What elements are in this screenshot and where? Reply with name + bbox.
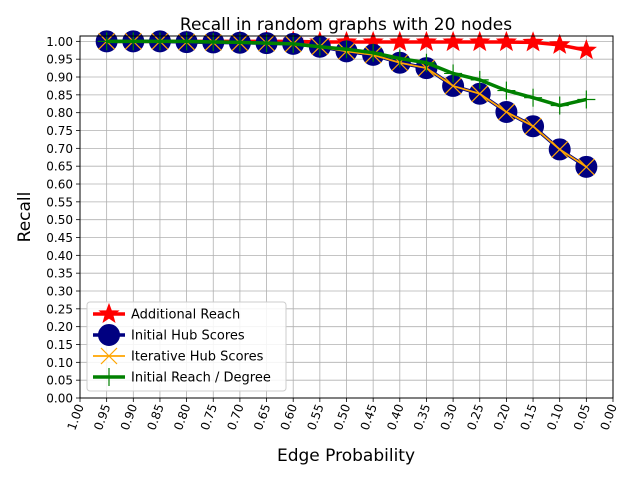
data-point-initial-reach-degree [524,88,543,107]
chart-title: Recall in random graphs with 20 nodes [180,15,512,35]
y-tick-label: 0.30 [46,285,73,299]
y-tick-label: 0.00 [46,392,73,406]
data-point-initial-reach-degree [124,32,143,51]
y-tick-label: 0.75 [46,124,73,138]
legend-label: Initial Hub Scores [131,329,245,344]
legend-entry-additional-reach: Additional Reach [93,302,240,324]
legend-label: Iterative Hub Scores [131,350,264,365]
data-point-additional-reach [442,30,464,52]
data-point-initial-reach-degree [284,34,303,53]
y-axis-label: Recall [15,192,35,243]
series-initial-reach-degree [97,32,596,115]
y-tick-label: 1.00 [46,35,73,49]
x-axis-label: Edge Probability [277,446,415,466]
y-tick-label: 0.70 [46,142,73,156]
data-point-initial-reach-degree [550,96,569,115]
legend: Additional Reach Initial Hub Scores Iterat… [86,301,287,392]
data-point-additional-reach [549,33,571,54]
data-point-additional-reach [575,39,597,60]
y-tick-label: 0.50 [46,213,73,227]
data-point-iterative-hub-scores [444,77,462,95]
legend-box [86,301,287,392]
data-point-initial-reach-degree [310,37,329,56]
x-marker-stroke [100,347,118,365]
data-point-initial-reach-degree [497,81,516,100]
y-tick-label: 0.45 [46,231,73,245]
data-point-initial-reach-degree [470,70,489,89]
data-point-initial-reach-degree [417,53,436,72]
y-tick-label: 0.25 [46,302,73,316]
data-point-iterative-hub-scores [577,158,595,176]
y-tick-label: 0.90 [46,71,73,85]
y-tick-label: 0.80 [46,106,73,120]
y-axis: 0.00 0.05 0.10 0.15 0.20 0.25 0.30 0.35 0.40 0.45… [46,35,80,406]
x-marker-stroke [444,77,462,95]
x-marker-stroke [497,103,515,121]
y-tick-label: 0.55 [46,195,73,209]
data-point-initial-reach-degree [97,32,116,51]
data-point-iterative-hub-scores [551,140,569,158]
data-point-initial-reach-degree [150,32,169,51]
legend-marker [100,347,118,365]
x-marker-stroke [524,117,542,135]
legend-entry-iterative-hub-scores: Iterative Hub Scores [93,347,264,365]
legend-entry-initial-reach-degree: Initial Reach / Degree [93,368,271,386]
y-tick-label: 0.10 [46,356,73,370]
data-point-additional-reach [415,30,438,52]
data-point-additional-reach [469,30,491,52]
y-tick-label: 0.40 [46,249,73,263]
legend-entry-initial-hub-scores: Initial Hub Scores [93,324,245,346]
y-tick-label: 0.85 [46,88,73,102]
data-point-initial-reach-degree [390,49,409,68]
x-marker-stroke [577,158,595,176]
legend-label: Additional Reach [131,308,240,323]
y-tick-label: 0.60 [46,178,73,192]
legend-label: Initial Reach / Degree [131,371,271,386]
data-point-additional-reach [389,30,411,52]
legend-marker [98,324,120,346]
data-point-initial-reach-degree [577,90,596,109]
data-point-initial-reach-degree [364,43,383,62]
y-tick-label: 0.05 [46,374,73,388]
data-point-initial-reach-degree [337,40,356,59]
data-point-iterative-hub-scores [524,117,542,135]
data-point-initial-reach-degree [444,64,463,83]
y-tick-label: 0.95 [46,53,73,67]
y-tick-label: 0.20 [46,320,73,334]
data-point-iterative-hub-scores [471,85,489,103]
y-tick-label: 0.65 [46,160,73,174]
data-point-additional-reach [495,30,517,52]
data-point-initial-reach-degree [177,32,196,51]
y-tick-label: 0.35 [46,267,73,281]
x-marker-stroke [471,85,489,103]
y-tick-label: 0.15 [46,338,73,352]
x-marker-stroke [551,140,569,158]
data-point-additional-reach [522,31,544,52]
series-layer [95,30,598,178]
legend-marker [98,302,120,324]
legend-marker [100,368,118,386]
data-point-iterative-hub-scores [497,103,515,121]
data-point-initial-reach-degree [257,34,276,53]
